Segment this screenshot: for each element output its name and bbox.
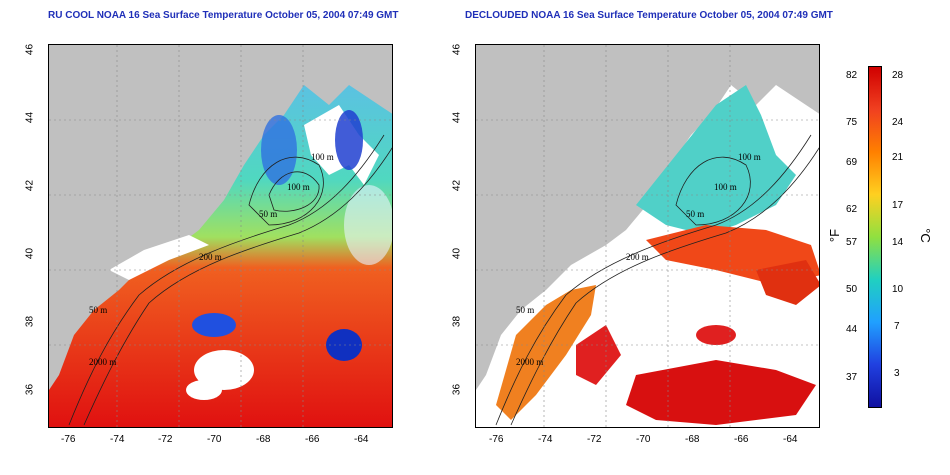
left-sst-map: 100 m 100 m 50 m 200 m 50 m 2000 m [48, 44, 393, 428]
celsius-tick: 17 [892, 200, 904, 211]
right-contour-label: 50 m [686, 209, 704, 219]
fahrenheit-unit-label: °F [827, 228, 843, 243]
right-map-title: DECLOUDED NOAA 16 Sea Surface Temperatur… [465, 10, 833, 21]
left-contour-label: 50 m [259, 209, 277, 219]
x-tick-label: -66 [734, 434, 749, 445]
x-tick-label: -72 [587, 434, 602, 445]
fahrenheit-tick: 57 [846, 237, 858, 248]
x-tick-label: -76 [61, 434, 76, 445]
fahrenheit-tick: 75 [846, 117, 858, 128]
fahrenheit-tick: 82 [846, 70, 858, 81]
x-tick-label: -66 [305, 434, 320, 445]
fahrenheit-tick: 50 [846, 284, 858, 295]
celsius-tick: 14 [892, 237, 904, 248]
left-contour-label: 50 m [89, 305, 107, 315]
x-tick-label: -70 [636, 434, 651, 445]
y-tick-label: 46 [24, 43, 36, 56]
left-contour-label: 2000 m [89, 357, 116, 367]
fahrenheit-tick: 37 [846, 372, 858, 383]
right-contour-label: 2000 m [516, 357, 543, 367]
right-contour-label: 200 m [626, 252, 649, 262]
celsius-unit-label: °C [917, 228, 933, 243]
x-tick-label: -68 [685, 434, 700, 445]
x-tick-label: -64 [783, 434, 798, 445]
y-tick-label: 36 [24, 383, 36, 396]
left-contour-label: 100 m [287, 182, 310, 192]
right-sst-map: 100 m 100 m 50 m 200 m 50 m 2000 m [475, 44, 820, 428]
celsius-tick: 3 [894, 368, 900, 379]
right-contour-label: 100 m [738, 152, 761, 162]
y-tick-label: 42 [24, 179, 36, 192]
y-tick-label: 44 [24, 111, 36, 124]
y-tick-label: 38 [451, 315, 463, 328]
left-map-title: RU COOL NOAA 16 Sea Surface Temperature … [48, 10, 399, 21]
x-tick-label: -74 [538, 434, 553, 445]
y-tick-label: 42 [451, 179, 463, 192]
celsius-tick: 24 [892, 117, 904, 128]
y-tick-label: 38 [24, 315, 36, 328]
y-tick-label: 44 [451, 111, 463, 124]
x-tick-label: -70 [207, 434, 222, 445]
x-tick-label: -76 [489, 434, 504, 445]
celsius-tick: 7 [894, 321, 900, 332]
left-contour-label: 100 m [311, 152, 334, 162]
celsius-tick: 10 [892, 284, 904, 295]
x-tick-label: -72 [158, 434, 173, 445]
x-tick-label: -64 [354, 434, 369, 445]
x-tick-label: -74 [110, 434, 125, 445]
y-tick-label: 36 [451, 383, 463, 396]
x-tick-label: -68 [256, 434, 271, 445]
y-tick-label: 40 [24, 247, 36, 260]
fahrenheit-tick: 69 [846, 157, 858, 168]
y-tick-label: 40 [451, 247, 463, 260]
celsius-tick: 21 [892, 152, 904, 163]
right-contour-label: 100 m [714, 182, 737, 192]
right-contour-label: 50 m [516, 305, 534, 315]
celsius-tick: 28 [892, 70, 904, 81]
fahrenheit-tick: 44 [846, 324, 858, 335]
temperature-colorbar [868, 66, 882, 408]
fahrenheit-tick: 62 [846, 204, 858, 215]
left-contour-label: 200 m [199, 252, 222, 262]
y-tick-label: 46 [451, 43, 463, 56]
